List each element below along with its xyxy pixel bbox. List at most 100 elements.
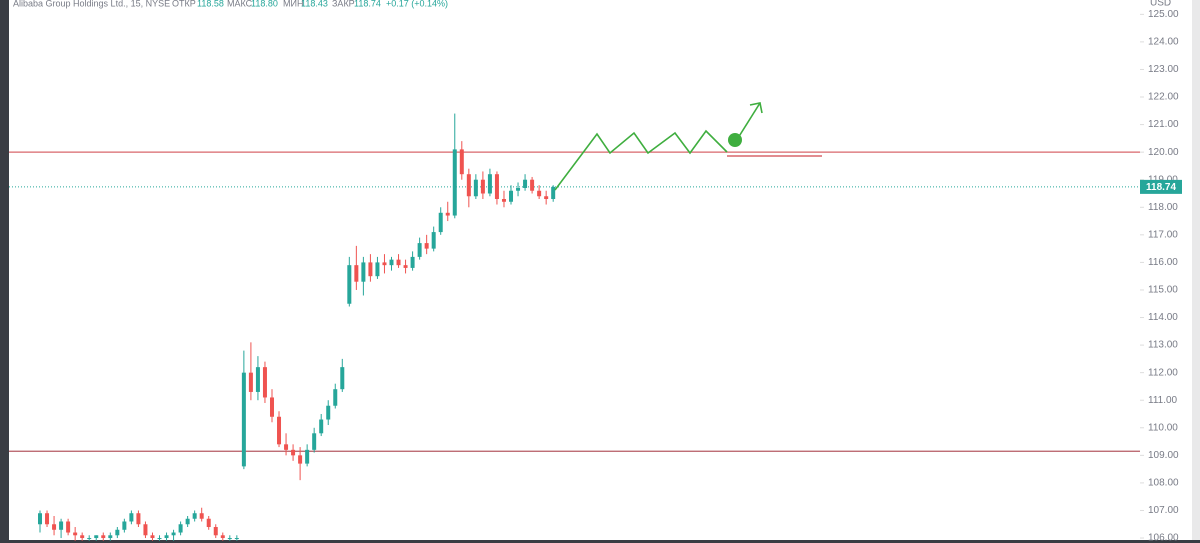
candle-body <box>171 532 176 536</box>
candle-body <box>192 513 197 519</box>
candle-body <box>115 529 120 536</box>
candle-body <box>326 405 331 420</box>
candle-body <box>544 196 549 200</box>
change: +0.17 (+0.14%) <box>386 0 448 8</box>
frame-bottom <box>0 540 1200 543</box>
candle-body <box>277 416 282 445</box>
y-tick-label: 125.00 <box>1148 9 1179 20</box>
y-tick-label: 119.00 <box>1148 174 1178 185</box>
y-tick-label: 112.00 <box>1148 367 1178 378</box>
candle-body <box>312 433 317 450</box>
y-tick-label: 107.00 <box>1148 505 1179 516</box>
candle-body <box>269 397 274 417</box>
candle-body <box>382 262 387 266</box>
candle-body <box>347 265 352 304</box>
symbol: Alibaba Group Holdings Ltd., 15, NYSE <box>13 0 170 8</box>
candle-body <box>480 179 485 194</box>
y-tick-label: 111.00 <box>1148 395 1178 406</box>
candle-body <box>101 535 106 539</box>
candle-body <box>516 187 521 191</box>
candle-body <box>473 179 478 197</box>
candle-body <box>164 535 169 539</box>
candle-body <box>129 513 134 522</box>
open: 118.58 <box>197 0 224 8</box>
close-label: ЗАКР <box>332 0 355 8</box>
candle-body <box>66 521 71 533</box>
y-tick-label: 113.00 <box>1148 340 1178 351</box>
candle-body <box>248 372 253 392</box>
y-tick-label: 109.00 <box>1148 450 1179 461</box>
candle-body <box>459 149 464 175</box>
y-tick-label: 115.00 <box>1148 285 1178 296</box>
candle-body <box>530 179 535 191</box>
candle-body <box>410 256 415 268</box>
forecast-path <box>554 129 728 191</box>
candle-body <box>305 449 310 464</box>
candle-body <box>94 535 99 539</box>
candle-body <box>52 524 57 530</box>
candle-body <box>206 518 211 528</box>
candle-body <box>227 538 232 540</box>
y-tick-label: 124.00 <box>1148 37 1179 48</box>
candle-body <box>150 535 155 539</box>
candle-body <box>291 449 296 456</box>
candle-body <box>523 179 528 188</box>
candle-body <box>494 174 499 200</box>
open-label: ОТКР <box>172 0 196 8</box>
candle-body <box>45 513 50 525</box>
candle-body <box>136 513 141 525</box>
candle-body <box>354 265 359 282</box>
candle-body <box>431 232 436 249</box>
candle-body <box>87 538 92 540</box>
candle-body <box>551 186 556 200</box>
candle-body <box>108 535 113 539</box>
candle-body <box>255 367 260 392</box>
candle-body <box>213 527 218 536</box>
candle-body <box>438 212 443 233</box>
frame-right <box>1192 0 1200 543</box>
y-tick-label: 114.00 <box>1148 312 1178 323</box>
candle-body <box>80 535 85 539</box>
candle-body <box>424 243 429 249</box>
low-label: МИН <box>283 0 303 8</box>
candle-body <box>199 513 204 519</box>
low: 118.43 <box>301 0 328 8</box>
candle-body <box>452 149 457 216</box>
candle-body <box>298 455 303 464</box>
candle-body <box>234 538 239 540</box>
candle-body <box>284 444 289 450</box>
y-tick-label: 121.00 <box>1148 119 1179 130</box>
candle-body <box>122 521 127 530</box>
y-tick-label: 123.00 <box>1148 64 1179 75</box>
y-tick-label: 122.00 <box>1148 92 1179 103</box>
candle-body <box>403 265 408 268</box>
candle-body <box>417 243 422 257</box>
candle-body <box>241 372 246 467</box>
forecast-arrow <box>737 102 761 139</box>
close: 118.74 <box>354 0 381 8</box>
candle-body <box>185 518 190 525</box>
candle-body <box>389 259 394 266</box>
candle-body <box>262 367 267 398</box>
frame-left <box>0 0 9 543</box>
candle-body <box>340 367 345 390</box>
candle-body <box>361 262 366 282</box>
unit: USD <box>1150 0 1171 9</box>
y-tick-label: 117.00 <box>1148 229 1178 240</box>
last-price-label: 118.74 <box>1146 182 1176 193</box>
y-tick-label: 116.00 <box>1148 257 1178 268</box>
candle-body <box>319 419 324 434</box>
candle-body <box>143 524 148 536</box>
candle-body <box>501 199 506 202</box>
y-tick-label: 110.00 <box>1148 422 1178 433</box>
candle-body <box>396 259 401 266</box>
candle-body <box>333 389 338 406</box>
y-tick-label: 118.00 <box>1148 202 1178 213</box>
y-tick-label: 120.00 <box>1148 147 1179 158</box>
forecast-point <box>728 133 742 147</box>
candle-body <box>178 524 183 533</box>
header: Alibaba Group Holdings Ltd., 15, NYSE ОТ… <box>13 0 448 8</box>
last-price-box <box>1140 179 1182 194</box>
arrow-head <box>749 102 763 114</box>
